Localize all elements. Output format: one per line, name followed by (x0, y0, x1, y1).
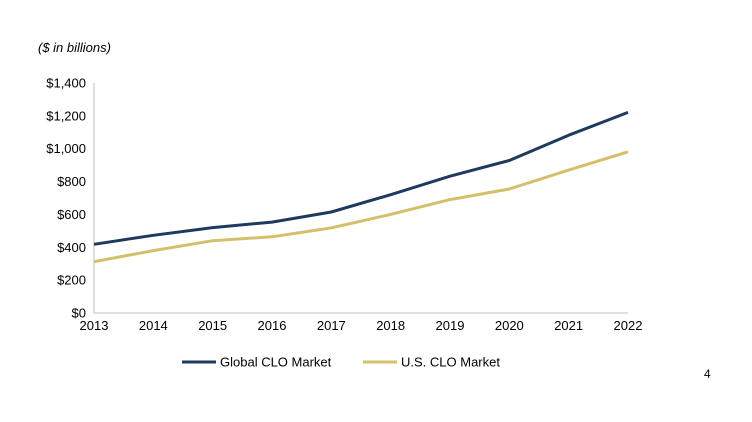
x-tick-label: 2013 (80, 318, 109, 333)
x-tick-label: 2019 (436, 318, 465, 333)
y-tick-label: $0 (72, 306, 86, 321)
legend: Global CLO Market U.S. CLO Market (182, 355, 500, 370)
legend-label-global-clo-market: Global CLO Market (220, 355, 332, 370)
y-tick-label: $1,400 (46, 76, 86, 91)
legend-label-u-s-clo-market: U.S. CLO Market (401, 355, 500, 370)
x-tick-label: 2020 (495, 318, 524, 333)
x-tick-label: 2018 (376, 318, 405, 333)
y-axis-ticks: $0 $200 $400 $600 $800 $1,000 $1,200 $1,400 (46, 76, 86, 321)
x-tick-label: 2017 (317, 318, 346, 333)
y-tick-label: $200 (57, 273, 86, 288)
x-tick-label: 2014 (139, 318, 168, 333)
x-tick-label: 2016 (258, 318, 287, 333)
y-tick-label: $400 (57, 240, 86, 255)
y-tick-label: $1,000 (46, 141, 86, 156)
series-line-u-s-clo-market (93, 150, 629, 264)
unit-note: ($ in billions) (38, 40, 111, 55)
axes (93, 83, 628, 314)
series-lines (93, 110, 629, 264)
page-number: 4 (704, 367, 711, 381)
y-tick-label: $600 (57, 207, 86, 222)
series-line-global-clo-market (93, 110, 629, 246)
x-tick-label: 2022 (614, 318, 643, 333)
y-tick-label: $1,200 (46, 108, 86, 123)
x-axis-ticks: 2013 2014 2015 2016 2017 2018 2019 2020 2021 2022 (80, 318, 643, 333)
x-tick-label: 2015 (198, 318, 227, 333)
x-tick-label: 2021 (554, 318, 583, 333)
y-tick-label: $800 (57, 174, 86, 189)
